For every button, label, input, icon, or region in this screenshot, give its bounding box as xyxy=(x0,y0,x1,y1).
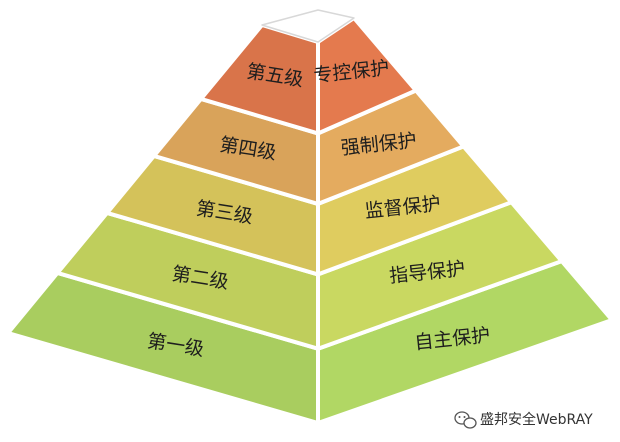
pyramid-faces xyxy=(6,16,614,425)
watermark-text: 盛邦安全WebRAY xyxy=(480,411,593,428)
pyramid-top-cap xyxy=(261,9,355,43)
wechat-icon xyxy=(454,411,477,429)
watermark: 盛邦安全WebRAY xyxy=(454,411,593,429)
top-cap-face xyxy=(261,9,355,43)
